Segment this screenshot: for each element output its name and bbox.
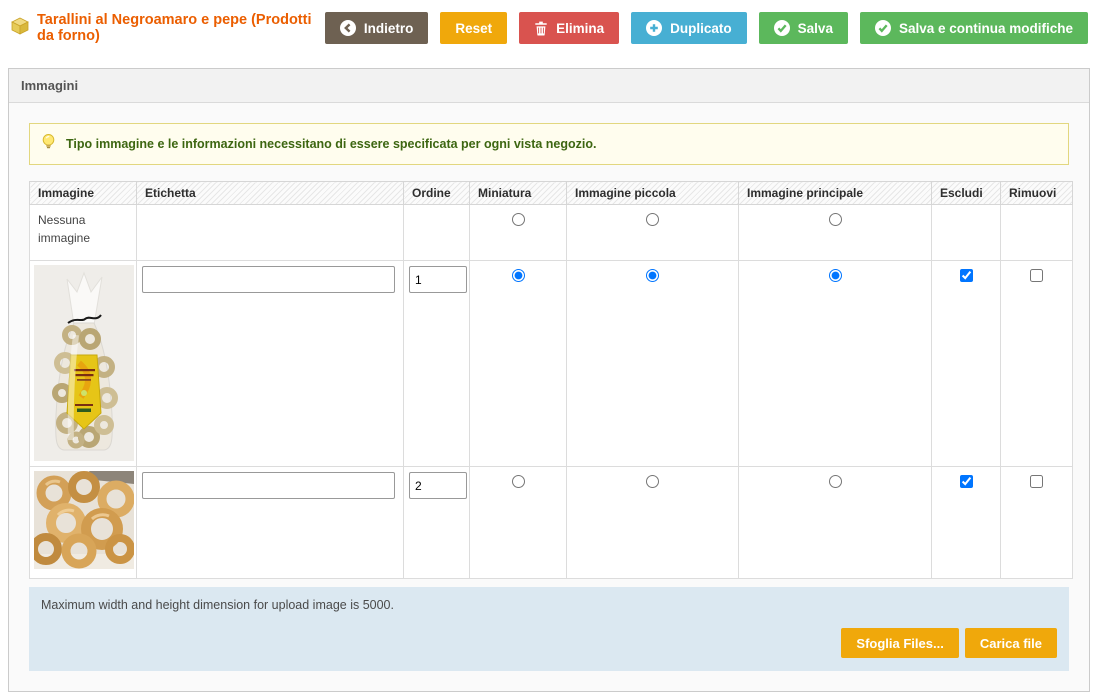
no-image-label: Nessuna immagine (29, 204, 137, 261)
reset-button-label: Reset (455, 20, 493, 36)
small-image-radio-2[interactable] (646, 475, 659, 488)
duplicate-button[interactable]: Duplicato (631, 12, 747, 44)
image-label-input-2[interactable] (142, 472, 395, 499)
col-header-immagine-principale: Immagine principale (738, 181, 932, 205)
base-image-radio-2[interactable] (828, 475, 842, 488)
reset-button[interactable]: Reset (440, 12, 508, 44)
back-button-label: Indietro (363, 20, 414, 36)
duplicate-button-label: Duplicato (670, 20, 732, 36)
remove-checkbox-1[interactable] (1030, 269, 1043, 282)
save-button-label: Salva (797, 20, 833, 36)
toolbar: Indietro Reset Elimina Duplicato (324, 12, 1088, 44)
col-header-immagine: Immagine (29, 181, 137, 205)
small-image-radio-none[interactable] (646, 213, 659, 226)
notice-box: Tipo immagine e le informazioni necessit… (29, 123, 1069, 165)
col-header-ordine: Ordine (403, 181, 470, 205)
table-row-no-image: Nessuna immagine (29, 204, 1073, 261)
upload-file-button-label: Carica file (979, 635, 1042, 651)
exclude-checkbox-1[interactable] (959, 269, 973, 282)
remove-checkbox-2[interactable] (1030, 475, 1043, 488)
col-header-escludi: Escludi (931, 181, 1001, 205)
save-and-continue-button-label: Salva e continua modifiche (898, 20, 1073, 36)
save-button[interactable]: Salva (758, 12, 848, 44)
base-image-radio-none[interactable] (828, 213, 842, 226)
notice-text: Tipo immagine e le informazioni necessit… (66, 137, 597, 151)
page-title: Tarallini al Negroamaro e pepe (Prodotti… (37, 12, 312, 44)
circle-check-icon (773, 20, 790, 36)
lightbulb-icon (40, 133, 57, 155)
panel-header: Immagini (9, 69, 1089, 103)
browse-files-button[interactable]: Sfoglia Files... (841, 628, 959, 658)
table-row-image-1 (29, 260, 1073, 467)
col-header-etichetta: Etichetta (136, 181, 404, 205)
save-and-continue-button[interactable]: Salva e continua modifiche (859, 12, 1088, 44)
tarallini-bag-photo (34, 265, 134, 461)
panel-title: Immagini (21, 78, 79, 93)
circle-plus-icon (646, 20, 663, 36)
circle-check-icon (874, 20, 891, 36)
image-order-input-1[interactable] (409, 266, 467, 293)
content-header: Tarallini al Negroamaro e pepe (Prodotti… (8, 0, 1090, 48)
trash-icon (534, 21, 548, 36)
upload-file-button[interactable]: Carica file (964, 628, 1057, 658)
thumbnail-radio-2[interactable] (511, 475, 525, 488)
browse-files-button-label: Sfoglia Files... (856, 635, 944, 651)
image-order-input-2[interactable] (409, 472, 467, 499)
base-image-radio-1[interactable] (828, 269, 842, 282)
thumbnail-radio-none[interactable] (511, 213, 525, 226)
image-label-input-1[interactable] (142, 266, 395, 293)
images-table: Immagine Etichetta Ordine Miniatura Imma… (29, 181, 1073, 579)
delete-button-label: Elimina (556, 20, 605, 36)
upload-box: Maximum width and height dimension for u… (29, 587, 1069, 671)
col-header-immagine-piccola: Immagine piccola (566, 181, 739, 205)
col-header-miniatura: Miniatura (469, 181, 567, 205)
images-panel: Immagini Tipo immagine e le informazioni… (8, 68, 1090, 692)
circle-arrow-left-icon (339, 20, 356, 36)
back-button[interactable]: Indietro (324, 12, 429, 44)
upload-note: Maximum width and height dimension for u… (41, 598, 394, 612)
small-image-radio-1[interactable] (646, 269, 659, 282)
product-box-icon (10, 16, 30, 41)
table-header-row: Immagine Etichetta Ordine Miniatura Imma… (29, 181, 1073, 205)
table-row-image-2 (29, 466, 1073, 579)
delete-button[interactable]: Elimina (519, 12, 620, 44)
col-header-rimuovi: Rimuovi (1000, 181, 1073, 205)
thumbnail-radio-1[interactable] (511, 269, 525, 282)
tarallini-closeup-photo (34, 471, 134, 569)
exclude-checkbox-2[interactable] (959, 475, 973, 488)
